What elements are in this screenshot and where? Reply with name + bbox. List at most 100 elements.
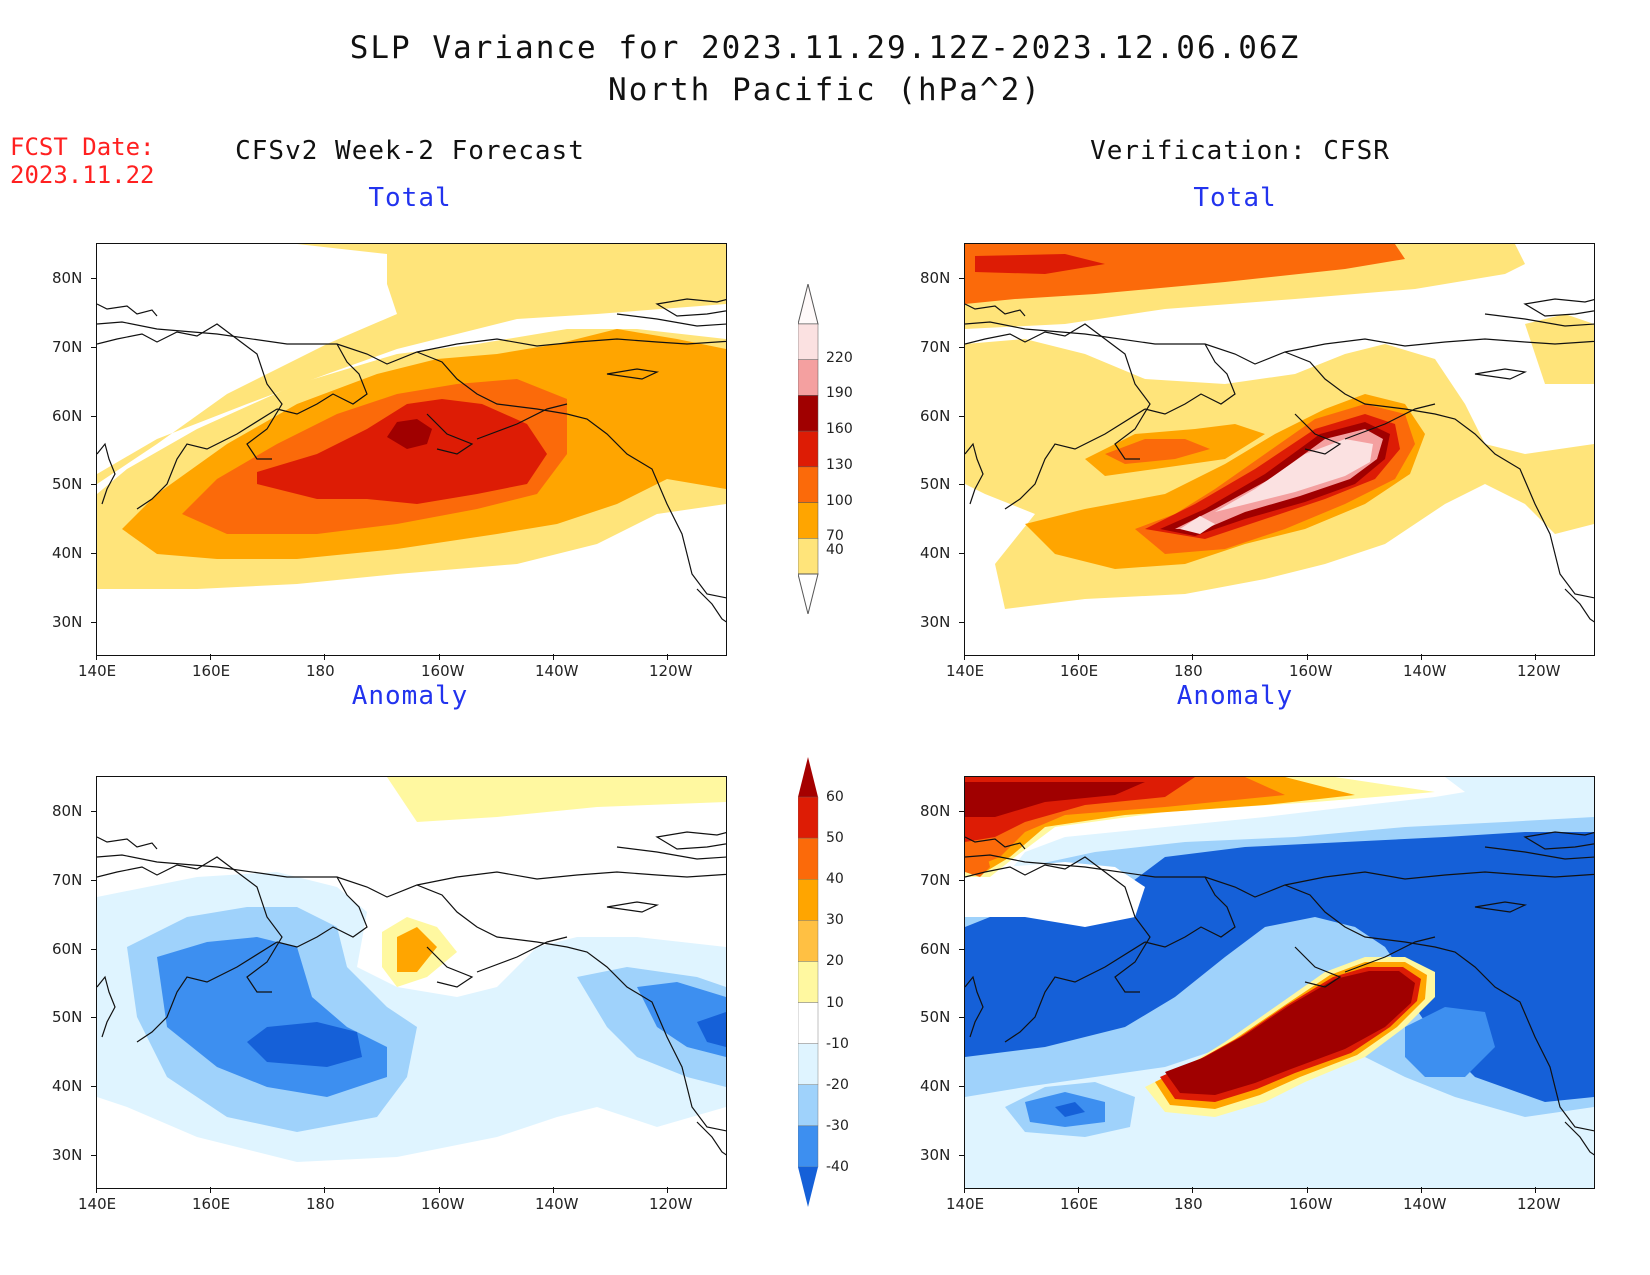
top-left-lat-label: 30N: [52, 613, 83, 631]
bottom-right-lon-tick: [1535, 1187, 1536, 1193]
top-right-panel-title: Total: [1193, 183, 1277, 213]
top-left-lon-tick: [667, 654, 668, 660]
top-left-lon-label: 140E: [78, 662, 117, 680]
forecast-total-map: [96, 243, 727, 656]
top-right-lon-tick: [964, 654, 965, 660]
top-right-lon-tick: [1192, 654, 1193, 660]
bottom-right-lat-tick: [959, 1155, 965, 1156]
total-colorbar-label: 70: [826, 528, 844, 545]
top-right-lon-label: 180: [1174, 662, 1203, 680]
bottom-right-lat-label: 50N: [920, 1008, 951, 1026]
bottom-right-lon-tick: [1307, 1187, 1308, 1193]
total-colorbar-swatch: [797, 430, 819, 468]
anomaly-colorbar-label: -20: [826, 1076, 849, 1093]
bottom-right-lat-label: 80N: [920, 802, 951, 820]
top-left-lon-label: 120W: [649, 662, 693, 680]
bottom-right-lat-label: 70N: [920, 871, 951, 889]
bottom-right-lat-tick: [959, 811, 965, 812]
bottom-left-lon-tick: [324, 1187, 325, 1193]
top-left-lat-label: 70N: [52, 338, 83, 356]
bottom-left-lon-tick: [553, 1187, 554, 1193]
bottom-left-lat-tick: [91, 811, 97, 812]
anomaly-colorbar-label: 60: [826, 789, 844, 805]
top-right-lon-tick: [1535, 654, 1536, 660]
bottom-left-lon-label: 160W: [421, 1195, 465, 1213]
top-left-lat-tick: [91, 278, 97, 279]
bottom-left-lon-tick: [667, 1187, 668, 1193]
anomaly-colorbar-swatch: [797, 837, 819, 880]
top-left-lon-tick: [439, 654, 440, 660]
total-colorbar-top-triangle: [797, 283, 819, 325]
verification-total-map: [964, 243, 1595, 656]
total-colorbar-label: 100: [826, 492, 853, 509]
bottom-left-lon-label: 140W: [535, 1195, 579, 1213]
total-colorbar-label: 190: [826, 385, 853, 402]
top-left-lat-tick: [91, 484, 97, 485]
bottom-right-lat-label: 30N: [920, 1146, 951, 1164]
fcst-date-label: FCST Date:: [10, 133, 155, 161]
figure-title-line2: North Pacific (hPa^2): [608, 72, 1042, 108]
total-colorbar-label: 130: [826, 456, 853, 473]
bottom-left-lat-tick: [91, 1086, 97, 1087]
top-right-lat-label: 80N: [920, 269, 951, 287]
top-left-panel-title: Total: [368, 183, 452, 213]
anomaly-colorbar-swatch: [797, 961, 819, 1003]
total-colorbar-swatch: [797, 466, 819, 503]
top-right-lon-label: 120W: [1517, 662, 1561, 680]
anomaly-colorbar-label: -40: [826, 1159, 849, 1175]
total-colorbar-swatch: [797, 538, 819, 575]
bottom-left-lon-label: 160E: [192, 1195, 231, 1213]
top-right-lon-label: 140W: [1403, 662, 1447, 680]
top-left-lon-tick: [96, 654, 97, 660]
top-right-lat-label: 40N: [920, 544, 951, 562]
top-right-lat-tick: [959, 347, 965, 348]
top-right-lat-tick: [959, 484, 965, 485]
bottom-left-lat-tick: [91, 949, 97, 950]
left-column-heading: CFSv2 Week-2 Forecast: [235, 136, 585, 166]
top-right-lon-tick: [1078, 654, 1079, 660]
bottom-left-lat-label: 50N: [52, 1008, 83, 1026]
total-colorbar-label: 160: [826, 421, 853, 438]
top-left-lat-tick: [91, 416, 97, 417]
top-right-lon-label: 160E: [1060, 662, 1099, 680]
bottom-right-lon-label: 120W: [1517, 1195, 1561, 1213]
top-left-lat-label: 80N: [52, 269, 83, 287]
total-colorbar-swatch: [797, 359, 819, 396]
bottom-left-lon-label: 180: [306, 1195, 335, 1213]
top-left-lat-tick: [91, 347, 97, 348]
top-left-lat-tick: [91, 553, 97, 554]
top-left-lon-tick: [324, 654, 325, 660]
bottom-left-lon-tick: [96, 1187, 97, 1193]
top-left-lat-label: 50N: [52, 475, 83, 493]
anomaly-colorbar-label: -30: [826, 1117, 849, 1134]
top-left-lon-tick: [553, 654, 554, 660]
right-column-heading: Verification: CFSR: [1090, 136, 1390, 166]
anomaly-colorbar-swatch: [797, 1002, 819, 1044]
anomaly-colorbar-label: 20: [826, 953, 844, 970]
top-left-lon-label: 160W: [421, 662, 465, 680]
top-right-lon-tick: [1421, 654, 1422, 660]
forecast-anomaly-map: [96, 776, 727, 1189]
bottom-right-lat-tick: [959, 1017, 965, 1018]
total-colorbar-swatch: [797, 502, 819, 539]
bottom-right-lon-tick: [1421, 1187, 1422, 1193]
bottom-right-lon-tick: [1192, 1187, 1193, 1193]
figure-title-line1: SLP Variance for 2023.11.29.12Z-2023.12.…: [349, 30, 1301, 66]
bottom-left-lat-label: 30N: [52, 1146, 83, 1164]
anomaly-colorbar-swatch: [797, 920, 819, 962]
anomaly-colorbar-swatch: [797, 1125, 819, 1168]
bottom-left-lon-tick: [439, 1187, 440, 1193]
anomaly-colorbar: [797, 757, 838, 1207]
bottom-right-lon-label: 180: [1174, 1195, 1203, 1213]
bottom-right-lon-tick: [1078, 1187, 1079, 1193]
bottom-left-lat-tick: [91, 1017, 97, 1018]
anomaly-colorbar-swatch: [797, 796, 819, 839]
total-colorbar-label: 220: [826, 349, 853, 366]
top-left-lon-label: 180: [306, 662, 335, 680]
anomaly-colorbar-bottom-triangle: [798, 1167, 818, 1207]
bottom-left-lat-label: 60N: [52, 940, 83, 958]
verification-anomaly-map: [964, 776, 1595, 1189]
top-left-lon-label: 140W: [535, 662, 579, 680]
top-right-lon-label: 160W: [1289, 662, 1333, 680]
bottom-right-lon-tick: [964, 1187, 965, 1193]
